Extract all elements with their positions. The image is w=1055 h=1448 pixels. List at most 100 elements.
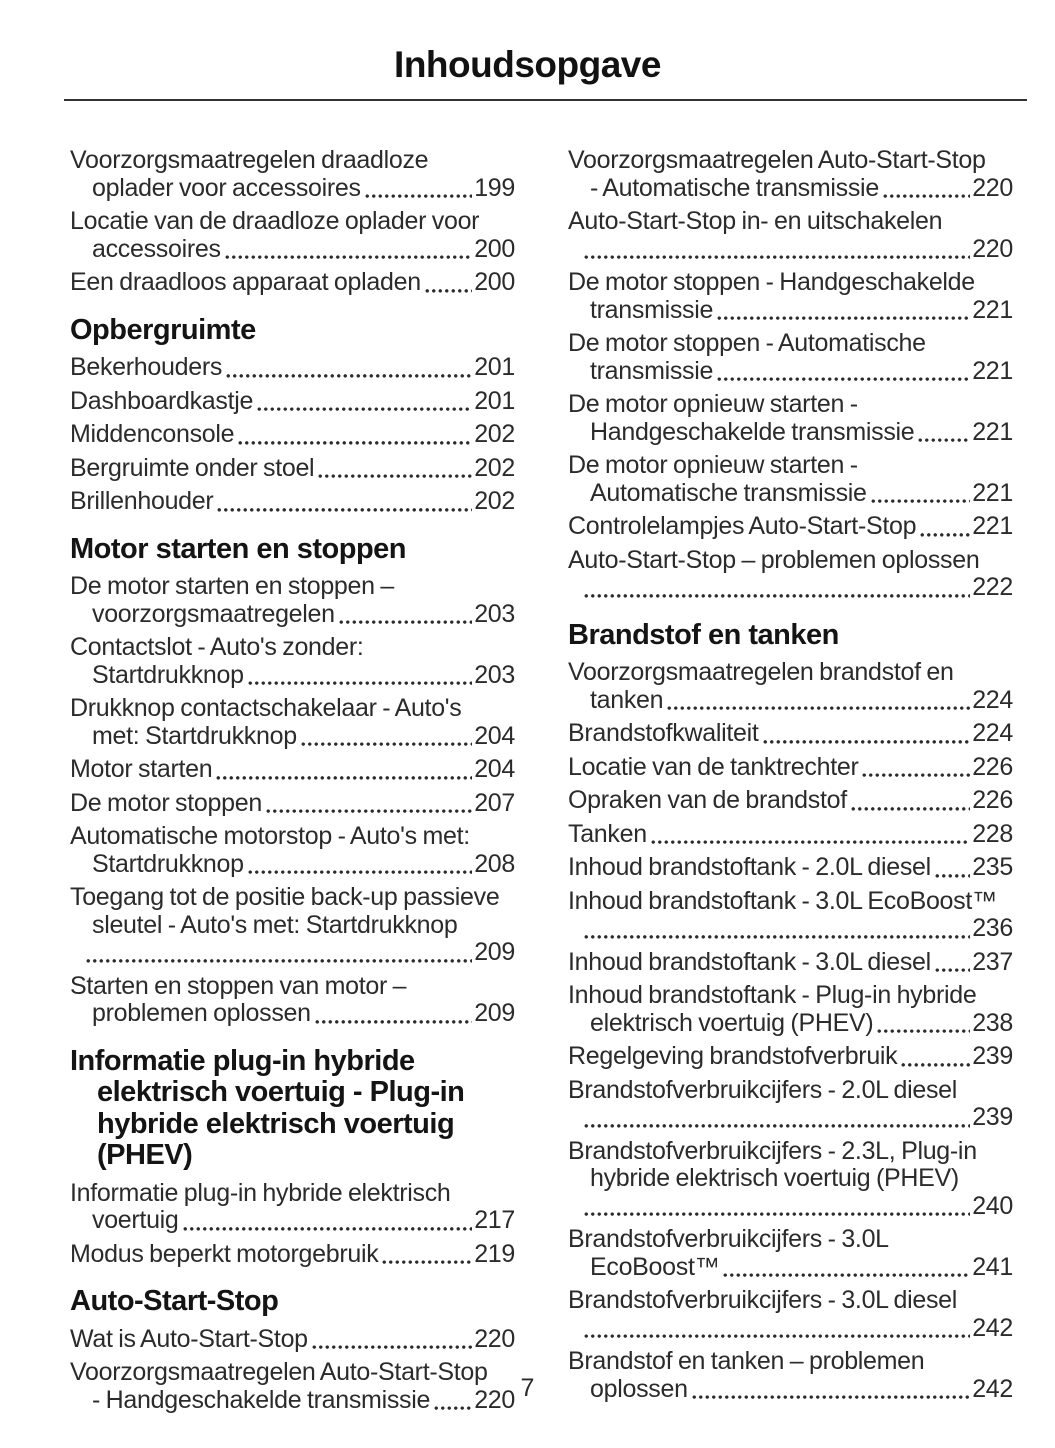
toc-entry-last-line: Inhoud brandstoftank - 3.0L diesel 237 [568, 947, 1013, 976]
toc-entry[interactable]: De motor opnieuw starten - Automatische t… [568, 451, 1013, 507]
toc-entry[interactable]: Voorzorgsmaatregelen Auto-Start-Stop - Au… [568, 147, 1013, 202]
toc-entry-text: Motor starten [70, 755, 213, 783]
dot-leader [716, 357, 971, 385]
section-heading-line: (PHEV) [97, 1139, 193, 1171]
toc-entry[interactable]: Dashboardkastje 201 [70, 386, 515, 415]
toc-entry-page-number: 221 [972, 295, 1013, 324]
dot-leader [666, 686, 971, 714]
toc-entry[interactable]: De motor stoppen - Automatische transmiss… [568, 329, 1013, 385]
section-heading-line: Auto-Start-Stop [70, 1285, 279, 1317]
toc-entry-page-number: 238 [972, 1008, 1013, 1037]
toc-entry-text: Inhoud brandstoftank - 3.0L diesel [568, 947, 931, 976]
toc-entry[interactable]: Contactslot - Auto's zonder: Startdrukkno… [70, 633, 515, 689]
toc-entry[interactable]: Locatie van de tanktrechter 226 [568, 752, 1013, 781]
toc-entry[interactable]: Tanken 228 [568, 820, 1013, 848]
toc-entry[interactable]: Informatie plug-in hybride elektrisch voe… [70, 1179, 515, 1235]
toc-entry-text: Automatische transmissie [590, 478, 867, 507]
dot-leader [876, 1009, 971, 1037]
toc-columns: Voorzorgsmaatregelen draadloze oplader vo… [0, 101, 1055, 1420]
toc-entry-text: problemen oplossen [92, 999, 311, 1027]
toc-entry[interactable]: Toegang tot de positie back-up passieve s… [70, 883, 515, 967]
toc-entry[interactable]: Voorzorgsmaatregelen Auto-Start-Stop - Ha… [70, 1358, 515, 1414]
toc-entry[interactable]: Voorzorgsmaatregelen draadloze oplader vo… [70, 147, 515, 202]
dot-leader [761, 720, 971, 748]
dot-leader [583, 915, 971, 943]
toc-entry[interactable]: Motor starten 204 [70, 755, 515, 784]
toc-entry-page-number: 221 [972, 512, 1013, 540]
toc-entry-text: Regelgeving brandstofverbruik [568, 1042, 898, 1070]
toc-entry[interactable]: Controlelampjes Auto-Start-Stop 221 [568, 512, 1013, 541]
toc-entry[interactable]: Brandstofverbruikcijfers - 3.0L EcoBoost™… [568, 1225, 1013, 1281]
toc-entry-line: Auto-Start-Stop in- en uitschakelen [568, 207, 943, 235]
toc-entry[interactable]: Locatie van de draadloze oplader voor acc… [70, 207, 515, 263]
section-heading: Opbergruimte [70, 314, 515, 347]
dot-leader [649, 820, 971, 848]
toc-entry-page-number: 221 [972, 356, 1013, 385]
section-heading: Informatie plug-in hybride elektrisch voe… [70, 1045, 515, 1172]
toc-entry[interactable]: De motor stoppen 207 [70, 788, 515, 817]
toc-entry[interactable]: Bekerhouders 201 [70, 353, 515, 382]
toc-entry-text: De motor stoppen [70, 788, 262, 817]
toc-entry-text: Dashboardkastje [70, 386, 254, 415]
dot-leader [215, 756, 473, 784]
toc-entry[interactable]: Regelgeving brandstofverbruik 239 [568, 1042, 1013, 1071]
toc-entry[interactable]: Brillenhouder 202 [70, 487, 515, 516]
toc-entry[interactable]: Modus beperkt motorgebruik 219 [70, 1239, 515, 1268]
toc-entry-last-line: 236 [568, 914, 1013, 943]
toc-entry[interactable]: Inhoud brandstoftank - Plug-in hybride el… [568, 981, 1013, 1037]
toc-entry-last-line: 242 [568, 1313, 1013, 1342]
toc-entry[interactable]: Inhoud brandstoftank - 2.0L diesel 235 [568, 853, 1013, 882]
toc-entry-page-number: 200 [474, 268, 515, 296]
toc-entry-page-number: 207 [474, 788, 515, 817]
toc-entry-text: Locatie van de tanktrechter [568, 752, 859, 781]
toc-entry-text: Modus beperkt motorgebruik [70, 1239, 379, 1268]
toc-entry[interactable]: Drukknop contactschakelaar - Auto's met: … [70, 694, 515, 750]
toc-entry[interactable]: Auto-Start-Stop in- en uitschakelen 220 [568, 207, 1013, 263]
toc-entry[interactable]: Middenconsole 202 [70, 420, 515, 449]
toc-entry-page-number: 237 [972, 947, 1013, 976]
toc-entry-line: Voorzorgsmaatregelen Auto-Start-Stop [568, 147, 986, 174]
toc-entry-page-number: 201 [474, 386, 515, 415]
dot-leader [583, 1192, 971, 1220]
toc-entry[interactable]: Inhoud brandstoftank - 3.0L EcoBoost™ 236 [568, 887, 1013, 943]
toc-entry-page-number: 219 [474, 1239, 515, 1268]
dot-leader [225, 354, 473, 382]
dot-leader [583, 574, 971, 602]
toc-entry-line: Voorzorgsmaatregelen draadloze [70, 147, 429, 174]
toc-entry[interactable]: Brandstofkwaliteit 224 [568, 719, 1013, 748]
toc-entry[interactable]: Brandstofverbruikcijfers - 2.0L diesel 23… [568, 1076, 1013, 1132]
toc-entry-last-line: Regelgeving brandstofverbruik 239 [568, 1042, 1013, 1071]
toc-entry[interactable]: Starten en stoppen van motor – problemen … [70, 972, 515, 1028]
toc-entry[interactable]: Een draadloos apparaat opladen 200 [70, 268, 515, 297]
toc-entry[interactable]: Brandstof en tanken – problemen oplossen 2… [568, 1347, 1013, 1403]
toc-entry-line: Toegang tot de positie back-up passieve [70, 883, 500, 911]
toc-entry-line: Brandstofverbruikcijfers - 2.3L, Plug-in [568, 1136, 977, 1165]
toc-entry[interactable]: Automatische motorstop - Auto's met: Star… [70, 822, 515, 878]
toc-entry[interactable]: Wat is Auto-Start-Stop 220 [70, 1325, 515, 1353]
toc-entry[interactable]: Auto-Start-Stop – problemen oplossen 222 [568, 546, 1013, 602]
toc-entry-page-number: 202 [474, 487, 515, 515]
toc-entry-page-number: 209 [474, 999, 515, 1027]
toc-entry-last-line: Handgeschakelde transmissie 221 [568, 417, 1013, 446]
toc-entry-page-number: 239 [972, 1042, 1013, 1070]
toc-entry-text: EcoBoost™ [590, 1252, 720, 1281]
toc-entry[interactable]: Brandstofverbruikcijfers - 3.0L diesel 24… [568, 1286, 1013, 1342]
toc-entry-page-number: 202 [474, 420, 515, 448]
toc-entry-last-line: voorzorgsmaatregelen 203 [70, 600, 515, 628]
toc-entry[interactable]: Brandstofverbruikcijfers - 2.3L, Plug-in… [568, 1136, 1013, 1220]
toc-entry-page-number: 242 [972, 1313, 1013, 1342]
toc-entry[interactable]: De motor stoppen - Handgeschakelde transm… [568, 268, 1013, 324]
toc-entry[interactable]: Voorzorgsmaatregelen brandstof en tanken 2… [568, 658, 1013, 714]
toc-entry-text: Opraken van de brandstof [568, 786, 847, 814]
toc-entry-line: sleutel - Auto's met: Startdrukknop [92, 910, 458, 939]
toc-entry[interactable]: Inhoud brandstoftank - 3.0L diesel 237 [568, 947, 1013, 976]
dot-leader [583, 235, 971, 263]
toc-entry[interactable]: Bergruimte onder stoel 202 [70, 454, 515, 482]
section-heading-line: Brandstof en tanken [568, 618, 839, 651]
toc-entry[interactable]: Opraken van de brandstof 226 [568, 786, 1013, 815]
toc-entry[interactable]: De motor opnieuw starten - Handgeschakeld… [568, 390, 1013, 446]
toc-entry-page-number: 221 [972, 417, 1013, 446]
toc-entry[interactable]: De motor starten en stoppen – voorzorgsma… [70, 572, 515, 628]
section-heading-line: elektrisch voertuig - Plug-in [97, 1076, 465, 1108]
toc-entry-text: Bekerhouders [70, 353, 223, 381]
